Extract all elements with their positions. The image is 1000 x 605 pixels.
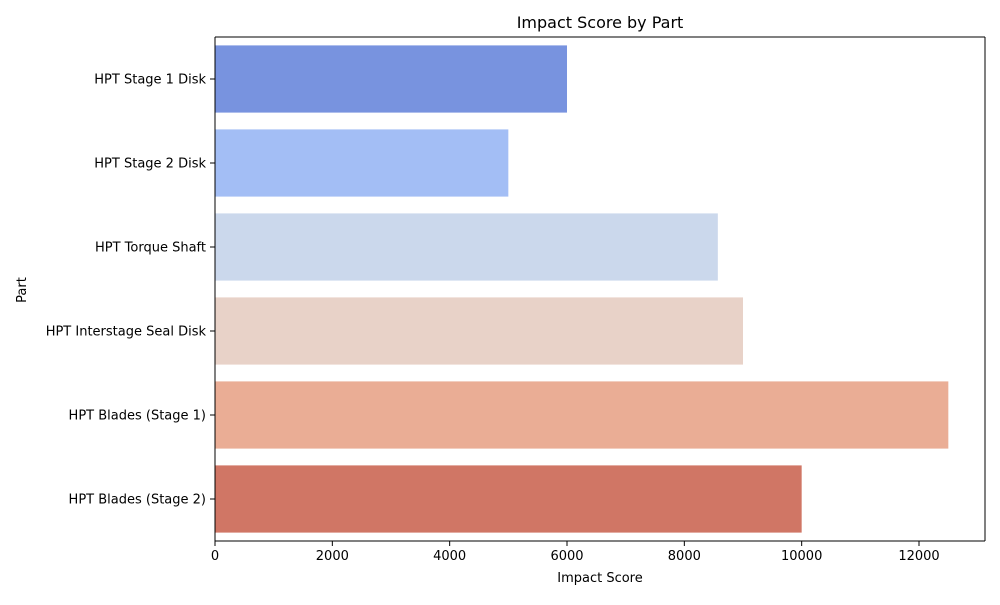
x-tick-label-2: 4000 (433, 549, 466, 564)
x-tick-label-1: 2000 (316, 549, 349, 564)
bar-2 (215, 213, 718, 281)
y-tick-label-2: HPT Torque Shaft (95, 241, 206, 256)
bar-5 (215, 465, 802, 533)
y-tick-label-4: HPT Blades (Stage 1) (69, 409, 206, 424)
axes-group (214, 36, 986, 542)
y-tick-label-3: HPT Interstage Seal Disk (46, 325, 207, 340)
bar-0 (215, 45, 567, 113)
x-axis-label: Impact Score (557, 571, 643, 586)
x-ticks-group: 0 2000 4000 6000 8000 10000 12000 (211, 541, 940, 564)
y-ticks-group: HPT Stage 1 Disk HPT Stage 2 Disk HPT Torq… (46, 73, 215, 508)
x-tick-label-3: 6000 (550, 549, 583, 564)
x-tick-label-0: 0 (211, 549, 219, 564)
y-axis-label: Part (15, 277, 30, 303)
x-tick-label-6: 12000 (898, 549, 939, 564)
chart-title: Impact Score by Part (517, 13, 684, 32)
y-tick-label-1: HPT Stage 2 Disk (94, 157, 206, 172)
x-tick-label-4: 8000 (668, 549, 701, 564)
y-tick-label-0: HPT Stage 1 Disk (94, 73, 206, 88)
bars-group (215, 45, 949, 533)
bar-3 (215, 297, 743, 365)
bar-4 (215, 381, 949, 449)
y-tick-label-5: HPT Blades (Stage 2) (69, 493, 206, 508)
bar-1 (215, 129, 509, 197)
x-tick-label-5: 10000 (781, 549, 822, 564)
